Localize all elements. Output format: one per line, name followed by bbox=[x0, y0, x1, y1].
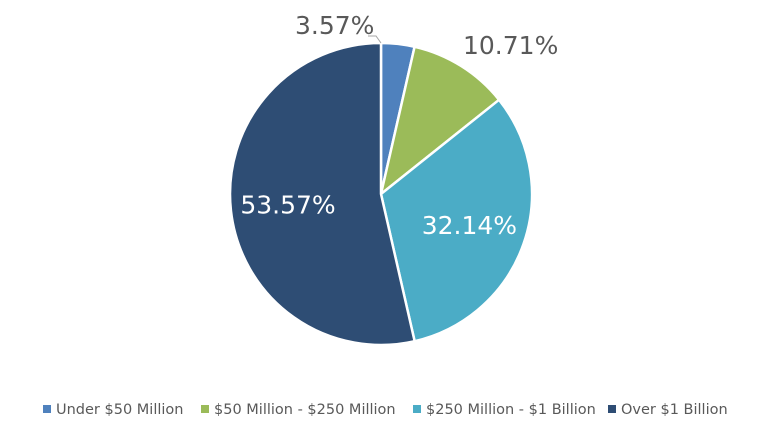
data-label-50-million-250-million: 10.71% bbox=[463, 31, 558, 60]
legend-label-under-50-million: Under $50 Million bbox=[56, 402, 183, 418]
leader-line-under-50-million bbox=[368, 35, 382, 44]
legend-label-250-million-1-billion: $250 Million - $1 Billion bbox=[426, 402, 596, 418]
pie-slice-50-million-250-million bbox=[378, 45, 501, 198]
legend-swatch-250-million-1-billion bbox=[413, 405, 421, 413]
legend-label-50-million-250-million: $50 Million - $250 Million bbox=[214, 402, 396, 418]
data-labels: 3.57% 10.71% 32.14% 53.57% bbox=[240, 11, 558, 240]
legend-label-over-1-billion: Over $1 Billion bbox=[621, 402, 728, 418]
pie-slice-over-1-billion bbox=[228, 41, 417, 347]
legend: Under $50 Million $50 Million - $250 Mill… bbox=[43, 402, 728, 418]
data-label-under-50-million: 3.57% bbox=[295, 11, 374, 40]
pie-slices bbox=[228, 41, 534, 347]
pie-slice-250-million-1-billion bbox=[379, 98, 534, 343]
data-label-250-million-1-billion: 32.14% bbox=[422, 211, 517, 240]
legend-swatch-over-1-billion bbox=[608, 405, 616, 413]
data-label-over-1-billion: 53.57% bbox=[240, 191, 335, 220]
legend-swatch-under-50-million bbox=[43, 405, 51, 413]
legend-swatch-50-million-250-million bbox=[201, 405, 209, 413]
